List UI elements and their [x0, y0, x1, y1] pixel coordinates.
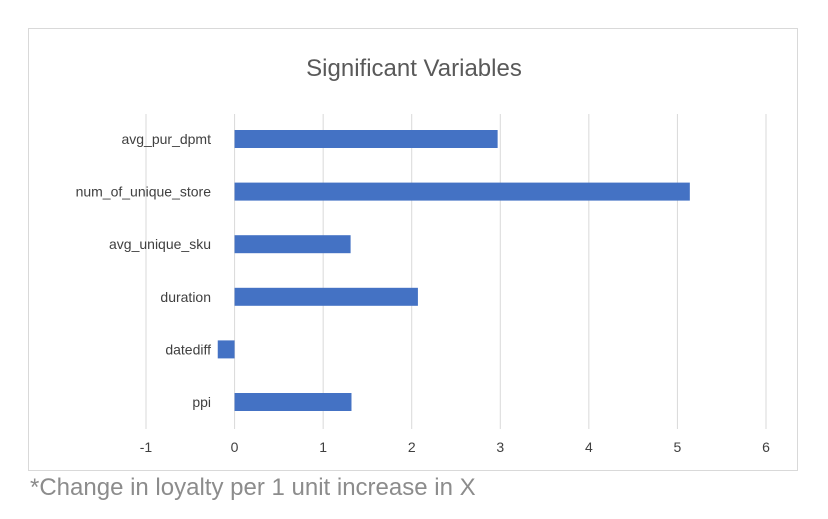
bar — [234, 287, 418, 306]
x-tick-label: -1 — [140, 439, 153, 455]
bar-chart: Significant Variables avg_pur_dpmt num_of… — [76, 55, 771, 455]
bar — [234, 130, 498, 148]
x-tick-label: 5 — [674, 439, 682, 455]
chart-frame: Significant Variables avg_pur_dpmt num_of… — [28, 28, 798, 471]
x-tick-label: 6 — [762, 439, 770, 455]
bar — [234, 393, 352, 411]
x-tick-label: 0 — [231, 439, 239, 455]
category-label: ppi — [192, 394, 211, 410]
gridlines — [145, 114, 767, 429]
bar — [217, 340, 235, 359]
x-tick-labels: -1 0 1 2 3 4 5 6 — [140, 439, 770, 455]
x-tick-label: 3 — [496, 439, 504, 455]
category-label: datediff — [165, 341, 211, 357]
bar — [234, 182, 690, 201]
chart-title: Significant Variables — [306, 55, 522, 82]
category-label: num_of_unique_store — [76, 184, 212, 200]
category-label: duration — [160, 289, 211, 305]
category-label: avg_unique_sku — [109, 236, 211, 252]
x-tick-label: 1 — [319, 439, 327, 455]
category-labels: avg_pur_dpmt num_of_unique_store avg_uniqu… — [76, 131, 212, 410]
category-label: avg_pur_dpmt — [121, 131, 211, 147]
x-tick-label: 4 — [585, 439, 593, 455]
bar — [234, 235, 351, 254]
bars — [217, 130, 690, 411]
x-tick-label: 2 — [408, 439, 416, 455]
footnote: *Change in loyalty per 1 unit increase i… — [30, 474, 476, 501]
